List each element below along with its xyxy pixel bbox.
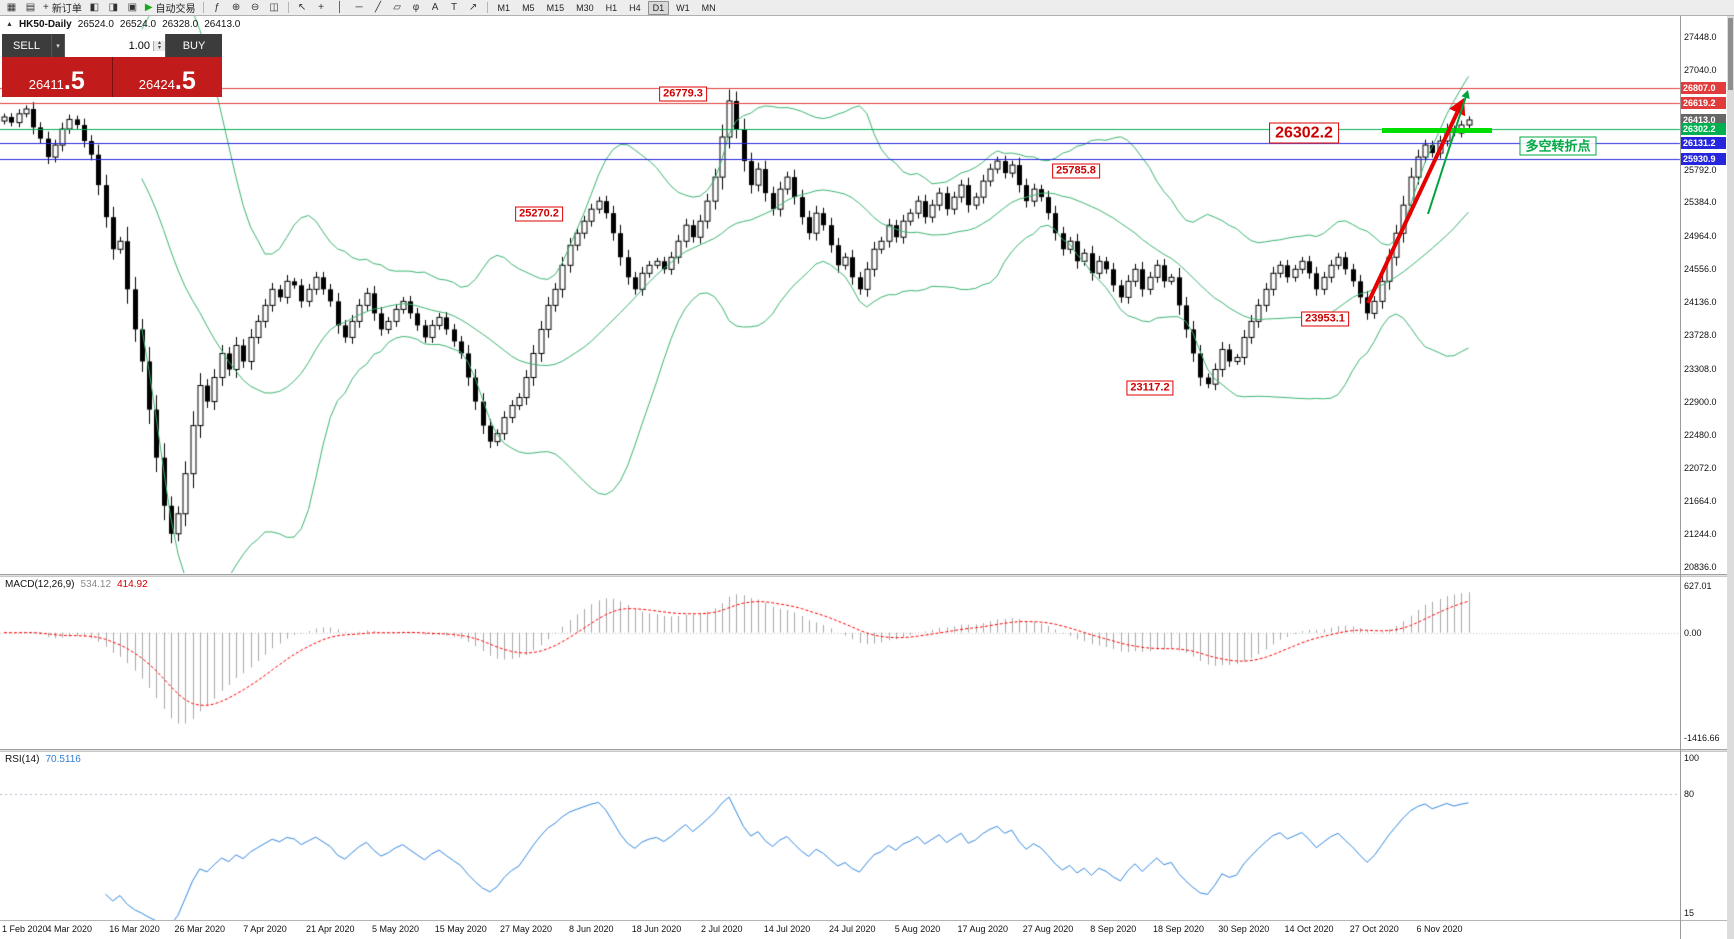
buy-price-int: 26424 <box>138 77 175 92</box>
rsi-indicator-label: RSI(14) 70.5116 <box>5 754 81 765</box>
horizontal-line-icon[interactable]: ─ <box>351 1 368 15</box>
label-icon[interactable]: T <box>446 1 463 15</box>
volume-value[interactable]: 1.00 <box>128 39 150 52</box>
ohlc-close: 26413.0 <box>204 19 241 30</box>
buy-button[interactable]: BUY <box>165 34 222 57</box>
zoom-out-icon[interactable]: ⊖ <box>247 1 264 15</box>
new-chart-icon: ▦ <box>6 2 17 13</box>
toolbar-separator <box>486 2 488 13</box>
timeframe-m1[interactable]: M1 <box>497 2 511 13</box>
zoom-in-icon: ⊕ <box>231 2 241 13</box>
symbol-name: HK50-Daily <box>18 19 72 30</box>
timeframe-m15[interactable]: M15 <box>546 2 565 13</box>
profiles-icon[interactable]: ▤ <box>22 1 39 15</box>
text-icon[interactable]: A <box>427 1 444 15</box>
order-type-dropdown-icon[interactable]: ▾ <box>52 34 65 57</box>
volume-up-icon[interactable]: ▴ <box>154 40 165 46</box>
trendline-icon: ╱ <box>375 2 382 13</box>
buy-price-button[interactable]: 26424 .5 <box>112 57 222 97</box>
toolbar-button-label: 自动交易 <box>155 4 196 15</box>
vertical-scrollbar[interactable] <box>1727 16 1734 939</box>
new-chart-icon[interactable]: ▦ <box>3 1 20 15</box>
macd-name: MACD(12,26,9) <box>5 579 75 590</box>
volume-down-icon[interactable]: ▾ <box>154 45 165 51</box>
toolbar-separator <box>202 2 204 13</box>
navigator-icon[interactable]: ◨ <box>105 1 122 15</box>
timeframe-m30[interactable]: M30 <box>576 2 594 13</box>
one-click-header-row: SELL ▾ 1.00 ▴ ▾ BUY <box>2 34 222 57</box>
timeframe-mn[interactable]: MN <box>701 2 716 13</box>
sell-price-button[interactable]: 26411 .5 <box>2 57 112 97</box>
channel-icon[interactable]: ▱ <box>389 1 406 15</box>
main-toolbar: ▦ ▤ + 新订单 ◧ ◨ ▣ ▶ 自动交易 ƒ ⊕ ⊖ ◫ ↖ + │ ─ ╱ ▱ φ A T ↗ M1 M5 M15 M30 H1… <box>0 0 1734 16</box>
vertical-line-icon: │ <box>336 2 344 13</box>
profiles-icon: ▤ <box>25 2 36 13</box>
price-axis-separator <box>1680 16 1681 939</box>
cursor-icon[interactable]: ↖ <box>294 1 311 15</box>
rsi-panel-separator[interactable] <box>0 749 1734 752</box>
indicators-icon: ƒ <box>214 2 220 13</box>
collapse-arrow-icon[interactable]: ▲ <box>6 21 13 28</box>
tile-windows-icon[interactable]: ◫ <box>266 1 283 15</box>
sell-price-frac: .5 <box>63 67 85 95</box>
macd-signal-value: 414.92 <box>117 579 148 590</box>
macd-main-value: 534.12 <box>80 579 112 590</box>
navigator-icon: ◨ <box>108 2 119 13</box>
zoom-in-icon[interactable]: ⊕ <box>228 1 245 15</box>
cursor-icon: ↖ <box>297 2 307 13</box>
buy-price-frac: .5 <box>174 67 196 95</box>
arrows-icon[interactable]: ↗ <box>465 1 482 15</box>
label-icon: T <box>450 2 458 13</box>
zoom-out-icon: ⊖ <box>250 2 260 13</box>
tile-windows-icon: ◫ <box>269 2 279 13</box>
scrollbar-thumb[interactable] <box>1728 18 1733 90</box>
timeframe-w1[interactable]: W1 <box>676 2 690 13</box>
trendline-icon[interactable]: ╱ <box>370 1 387 15</box>
ohlc-low: 26328.0 <box>162 19 199 30</box>
volume-stepper[interactable]: ▴ ▾ <box>153 40 165 51</box>
market-watch-icon: ◧ <box>89 2 100 13</box>
timeframe-h1[interactable]: H1 <box>605 2 618 13</box>
market-watch-icon[interactable]: ◧ <box>86 1 103 15</box>
macd-indicator-label: MACD(12,26,9) 534.12 414.92 <box>5 579 148 590</box>
new-order-icon: + <box>43 2 49 13</box>
rsi-name: RSI(14) <box>5 754 40 765</box>
autotrading-icon: ▶ <box>144 2 153 13</box>
chart-symbol-header: ▲ HK50-Daily 26524.0 26524.0 26328.0 264… <box>6 19 240 30</box>
arrows-icon: ↗ <box>468 2 478 13</box>
horizontal-line-icon: ─ <box>355 2 363 13</box>
ohlc-open: 26524.0 <box>77 19 114 30</box>
timeframe-h4[interactable]: H4 <box>629 2 641 13</box>
timeframe-m5[interactable]: M5 <box>522 2 535 13</box>
new-order-button[interactable]: + 新订单 <box>41 1 84 15</box>
crosshair-icon[interactable]: + <box>313 1 330 15</box>
sell-price-int: 26411 <box>28 77 64 92</box>
timeframe-d1[interactable]: D1 <box>647 0 670 15</box>
ohlc-high: 26524.0 <box>119 19 157 30</box>
one-click-trading-panel: SELL ▾ 1.00 ▴ ▾ BUY 26411 .5 26424 .5 <box>2 34 222 97</box>
fibonacci-icon: φ <box>412 2 420 13</box>
indicators-icon[interactable]: ƒ <box>209 1 226 15</box>
one-click-price-row: 26411 .5 26424 .5 <box>2 57 222 97</box>
crosshair-icon: + <box>318 2 324 13</box>
autotrading-button[interactable]: ▶ 自动交易 <box>143 1 198 15</box>
toolbar-button-label: 新订单 <box>51 4 82 15</box>
sell-button[interactable]: SELL <box>2 34 52 57</box>
time-axis-line <box>0 920 1734 921</box>
vertical-line-icon[interactable]: │ <box>332 1 349 15</box>
fibonacci-icon[interactable]: φ <box>408 1 425 15</box>
volume-input[interactable]: 1.00 ▴ ▾ <box>65 34 165 57</box>
toolbar-separator <box>287 2 289 13</box>
rsi-value: 70.5116 <box>45 754 81 765</box>
terminal-icon[interactable]: ▣ <box>124 1 141 15</box>
macd-panel-separator[interactable] <box>0 574 1734 577</box>
text-icon: A <box>431 2 439 13</box>
channel-icon: ▱ <box>393 2 401 13</box>
terminal-icon: ▣ <box>127 2 138 13</box>
